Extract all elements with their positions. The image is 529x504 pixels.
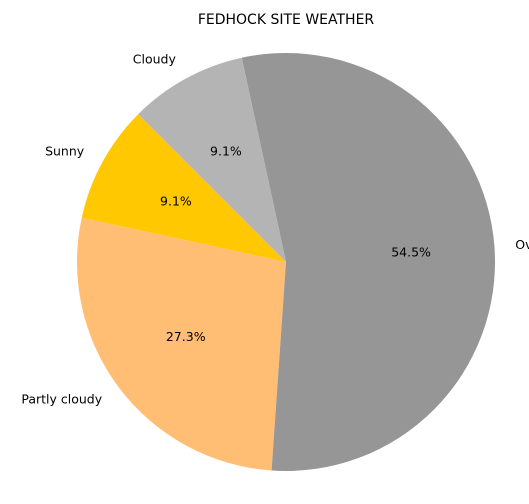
slice-percent-partly-cloudy: 27.3%	[166, 329, 206, 344]
pie-slice-sunny	[81, 114, 286, 263]
slice-label-cloudy: Cloudy	[133, 52, 177, 67]
pie-labels: Sunny 9.1% Partly cloudy 27.3% Overcast 54.5%…	[21, 52, 529, 407]
slice-label-sunny: Sunny	[45, 143, 85, 158]
pie-slice-overcast	[241, 52, 496, 471]
slice-percent-cloudy: 9.1%	[210, 143, 242, 158]
pie-slice-partly-cloudy	[76, 217, 287, 471]
slice-label-overcast: Overcast	[515, 237, 529, 252]
pie-slice-cloudy	[138, 57, 286, 262]
slice-percent-sunny: 9.1%	[160, 193, 192, 208]
slice-label-partly-cloudy: Partly cloudy	[21, 392, 102, 407]
chart-title: FEDHOCK SITE WEATHER	[198, 12, 375, 28]
slice-percent-overcast: 54.5%	[391, 244, 431, 259]
pie-slices	[76, 52, 496, 471]
